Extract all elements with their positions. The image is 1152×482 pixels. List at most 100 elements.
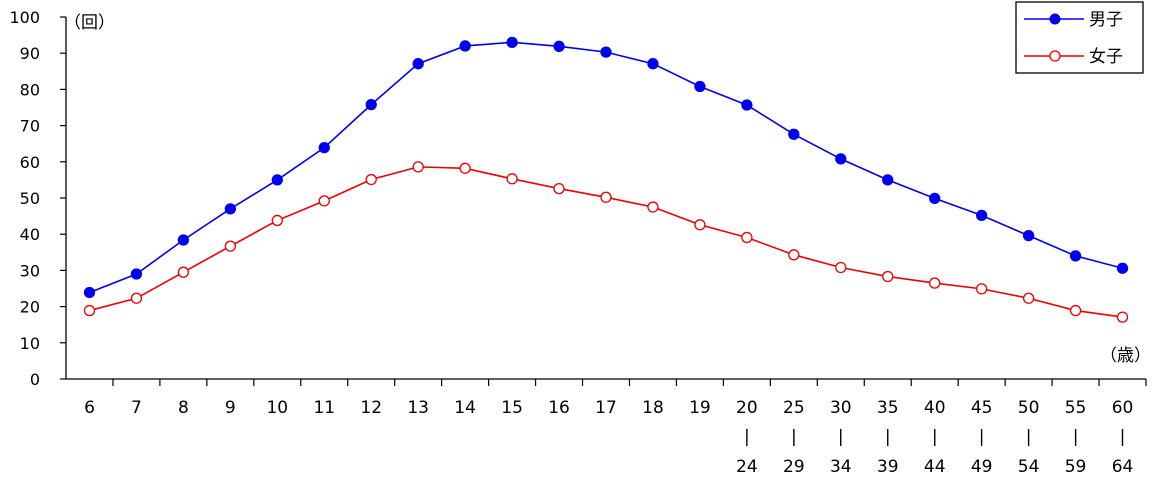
- data-point: [318, 195, 330, 207]
- data-point: [1116, 262, 1129, 274]
- data-point: [224, 203, 236, 215]
- legend-label-girls: 女子: [1089, 47, 1123, 67]
- data-point: [647, 201, 659, 213]
- data-point: [835, 153, 847, 165]
- x-tick-label: 11: [313, 398, 335, 418]
- x-tick-label: 16: [548, 398, 570, 418]
- data-point: [1069, 304, 1082, 317]
- x-tick-range-mark: |: [791, 427, 797, 447]
- x-tick-range-mark: |: [885, 427, 891, 447]
- x-tick-range-mark: |: [979, 427, 985, 447]
- x-tick-range-mark: |: [838, 427, 844, 447]
- data-point: [694, 219, 706, 231]
- data-point: [600, 46, 612, 58]
- y-tick-label: 20: [20, 298, 40, 317]
- data-point: [1069, 250, 1082, 262]
- legend-box: [1015, 1, 1144, 74]
- x-tick-label: 6: [84, 398, 95, 418]
- x-tick-label: 17: [595, 398, 617, 418]
- x-tick-label: 50: [1018, 398, 1040, 418]
- x-tick-label-end: 44: [924, 457, 946, 477]
- x-tick-label: 45: [971, 398, 993, 418]
- data-point: [83, 286, 96, 299]
- data-point: [647, 58, 659, 70]
- legend-marker-girls: [1049, 50, 1061, 62]
- x-tick-range-mark: |: [1120, 427, 1126, 447]
- legend-item-boys: 男子: [1024, 10, 1123, 30]
- data-point: [177, 234, 190, 246]
- y-unit-label: （回）: [64, 13, 115, 33]
- x-tick-label: 12: [360, 398, 382, 418]
- x-tick-label-end: 34: [830, 457, 852, 477]
- y-tick-label: 70: [20, 117, 40, 136]
- x-tick-label: 25: [783, 398, 805, 418]
- data-point: [976, 209, 988, 222]
- x-tick-label: 35: [877, 398, 899, 418]
- data-point: [365, 98, 377, 111]
- x-tick-label-end: 54: [1018, 457, 1040, 477]
- series-boys: [83, 36, 1129, 299]
- x-tick-label: 7: [131, 398, 142, 418]
- data-point: [788, 249, 800, 261]
- y-tick-label: 60: [20, 153, 40, 172]
- data-point: [1022, 229, 1035, 242]
- legend-item-girls: 女子: [1024, 47, 1123, 67]
- x-tick-range-mark: |: [744, 427, 750, 447]
- y-tick-label: 10: [20, 334, 40, 353]
- y-tick-label: 30: [20, 261, 40, 280]
- y-tick-label: 90: [20, 44, 40, 63]
- data-point: [882, 270, 894, 283]
- series-line: [89, 41, 1123, 294]
- y-tick-label: 50: [20, 189, 40, 208]
- data-point: [788, 128, 800, 140]
- data-point: [271, 174, 283, 186]
- data-point: [929, 192, 941, 205]
- x-ticks: 6 7 8 9 10 11 12 13 14 15 16 17 18 19 20 | 24 25 | 29 30 | 34 3…: [84, 379, 1147, 477]
- data-point: [365, 173, 377, 186]
- x-tick-label-end: 39: [877, 457, 899, 477]
- series-girls: [83, 161, 1129, 323]
- data-point: [553, 182, 565, 195]
- data-point: [83, 304, 96, 317]
- data-point: [741, 231, 753, 244]
- y-tick-label: 100: [9, 8, 40, 27]
- x-tick-label: 40: [924, 398, 946, 418]
- data-point: [835, 261, 847, 274]
- data-point: [506, 36, 518, 48]
- y-tick-label: 40: [20, 225, 40, 244]
- x-tick-label: 19: [689, 398, 711, 418]
- data-point: [130, 268, 143, 280]
- x-tick-label: 8: [178, 398, 189, 418]
- x-tick-label: 55: [1065, 398, 1087, 418]
- data-point: [412, 58, 424, 70]
- legend: 男子 女子: [1015, 1, 1144, 74]
- x-tick-label-end: 64: [1112, 457, 1134, 477]
- data-point: [130, 292, 143, 304]
- data-point: [506, 173, 518, 185]
- x-unit-label: （歳）: [1100, 346, 1151, 366]
- x-tick-label-end: 29: [783, 457, 805, 477]
- series-layer: [83, 36, 1129, 323]
- data-point: [1116, 311, 1129, 323]
- y-ticks: 0 10 20 30 40 50 60 70 80 90 100: [9, 8, 66, 389]
- x-tick-label-end: 59: [1065, 457, 1087, 477]
- data-point: [882, 174, 894, 186]
- data-point: [271, 214, 283, 227]
- x-tick-label: 60: [1112, 398, 1134, 418]
- data-point: [694, 80, 706, 93]
- data-point: [459, 40, 471, 52]
- data-point: [412, 161, 424, 173]
- x-tick-label: 9: [225, 398, 236, 418]
- x-tick-range-mark: |: [1026, 427, 1032, 447]
- legend-label-boys: 男子: [1089, 10, 1123, 30]
- x-tick-label: 14: [454, 398, 476, 418]
- x-tick-label-end: 24: [736, 457, 758, 477]
- data-point: [553, 40, 565, 52]
- data-point: [224, 240, 236, 252]
- data-point: [741, 99, 753, 111]
- data-point: [1022, 292, 1035, 304]
- legend-marker-boys: [1049, 13, 1061, 25]
- data-point: [976, 283, 988, 295]
- x-tick-label: 20: [736, 398, 758, 418]
